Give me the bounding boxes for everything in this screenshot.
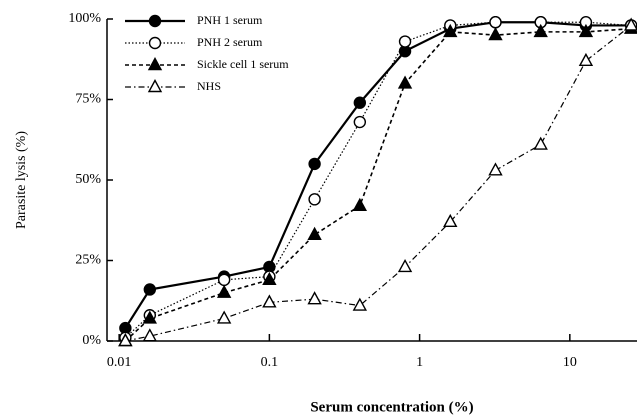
y-tick-label: 25%	[75, 253, 101, 268]
x-tick-label: 0.01	[107, 355, 132, 370]
data-point	[142, 328, 157, 342]
data-point	[308, 193, 321, 206]
data-point	[216, 310, 232, 324]
series-line	[124, 21, 632, 339]
legend-marker	[147, 57, 163, 71]
data-point	[142, 310, 157, 324]
data-point	[488, 162, 503, 176]
legend-label: Sickle cell 1 serum	[197, 57, 289, 71]
data-point	[353, 96, 367, 109]
x-tick-label: 0.1	[261, 355, 279, 370]
data-point	[143, 283, 157, 296]
series-line	[124, 27, 632, 342]
data-point	[488, 27, 503, 41]
data-point	[443, 23, 458, 38]
data-point	[353, 115, 367, 129]
data-point	[352, 297, 368, 311]
x-tick-label: 1	[416, 355, 423, 370]
data-point	[398, 35, 412, 48]
legend-label: NHS	[197, 79, 221, 93]
data-point	[578, 23, 594, 38]
data-point	[623, 17, 637, 31]
data-point	[489, 16, 502, 29]
data-point	[308, 157, 321, 171]
data-point	[578, 52, 594, 67]
y-tick-label: 50%	[75, 172, 101, 187]
y-tick-label: 0%	[82, 333, 101, 348]
y-tick-label: 100%	[68, 11, 101, 26]
legend-label: PNH 1 serum	[197, 13, 263, 27]
data-point	[262, 271, 277, 286]
data-point	[533, 136, 548, 150]
data-point	[443, 213, 458, 228]
legend-marker	[148, 36, 162, 50]
data-point	[307, 291, 322, 305]
data-point	[533, 23, 548, 38]
data-point	[352, 197, 368, 211]
data-point	[307, 226, 322, 240]
data-point	[118, 333, 133, 347]
data-point	[397, 75, 413, 89]
data-point	[262, 294, 277, 308]
x-tick-label: 10	[563, 355, 577, 370]
y-axis-label: Parasite lysis (%)	[14, 131, 29, 229]
data-point	[216, 284, 232, 298]
x-axis-label: Serum concentration (%)	[310, 399, 473, 415]
legend-marker	[148, 14, 162, 28]
y-tick-label: 75%	[75, 92, 101, 107]
series-line	[125, 24, 632, 342]
legend-label: PNH 2 serum	[197, 35, 263, 49]
data-point	[397, 258, 413, 273]
legend-marker	[147, 79, 163, 93]
data-point	[217, 273, 231, 287]
